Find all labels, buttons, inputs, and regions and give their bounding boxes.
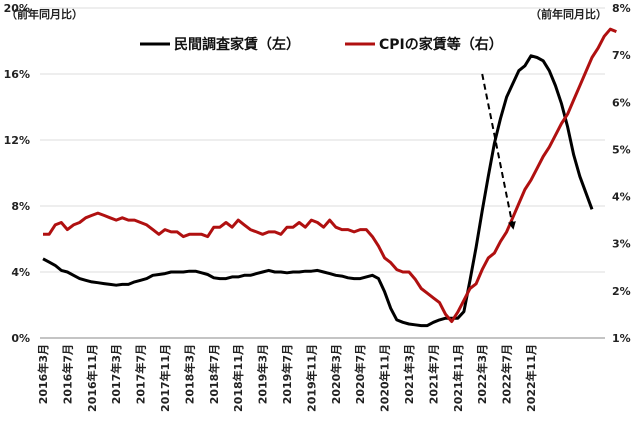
x-tick-label: 2018年3月 [182,344,196,404]
right-axis-ticks: 1% 2% 3% 4% 5% 6% 7% 8% [612,2,631,345]
right-tick-label: 4% [612,191,631,204]
series-lines [42,27,617,328]
series-line-cpi-rent [43,27,617,323]
x-tick-label: 2017年3月 [109,344,123,404]
x-tick-label: 2019年11月 [304,344,318,412]
right-tick-label: 1% [612,332,631,345]
x-tick-label: 2017年11月 [158,344,172,412]
right-axis-unit-label: （前年同月比） [530,7,607,21]
left-tick-label: 20% [4,2,30,15]
x-tick-label: 2019年7月 [280,344,294,404]
x-tick-label: 2018年11月 [231,344,245,412]
x-tick-label: 2022年7月 [500,344,514,404]
x-axis-ticks: 2016年3月 2016年7月 2016年11月 2017年3月 2017年7月 2017… [36,344,538,412]
x-tick-label: 2020年11月 [378,344,392,412]
x-tick-label: 2016年11月 [85,344,99,412]
right-tick-label: 8% [612,2,631,15]
right-tick-label: 3% [612,238,631,251]
left-tick-label: 8% [11,200,30,213]
left-tick-label: 4% [11,266,30,279]
x-tick-label: 2022年3月 [475,344,489,404]
left-axis-unit-label: （前年同月比） [6,7,83,21]
legend-label-private-rent: 民間調査家賃（左） [174,36,300,53]
trend-arrow [481,73,516,230]
legend: 民間調査家賃（左） CPIの家賃等（右） [140,36,503,53]
x-tick-label: 2016年7月 [60,344,74,404]
x-tick-label: 2022年11月 [524,344,538,412]
x-tick-label: 2020年3月 [329,344,343,404]
x-tick-label: 2018年7月 [207,344,221,404]
left-axis-ticks: 0% 4% 8% 12% 16% 20% [4,2,30,345]
x-tick-label: 2021年7月 [426,344,440,404]
right-tick-label: 7% [612,49,631,62]
right-tick-label: 5% [612,143,631,156]
x-tick-label: 2017年7月 [134,344,148,404]
legend-label-cpi-rent: CPIの家賃等（右） [379,36,503,53]
right-tick-label: 2% [612,285,631,298]
series-line-private-rent [42,54,594,328]
grid-lines [40,7,605,339]
right-tick-label: 6% [612,96,631,109]
x-tick-label: 2016年3月 [36,344,50,404]
left-tick-label: 12% [4,134,30,147]
x-tick-label: 2019年3月 [256,344,270,404]
left-tick-label: 16% [4,68,30,81]
left-tick-label: 0% [11,332,30,345]
x-tick-label: 2020年7月 [353,344,367,404]
x-tick-label: 2021年11月 [451,344,465,412]
x-tick-label: 2021年3月 [402,344,416,404]
